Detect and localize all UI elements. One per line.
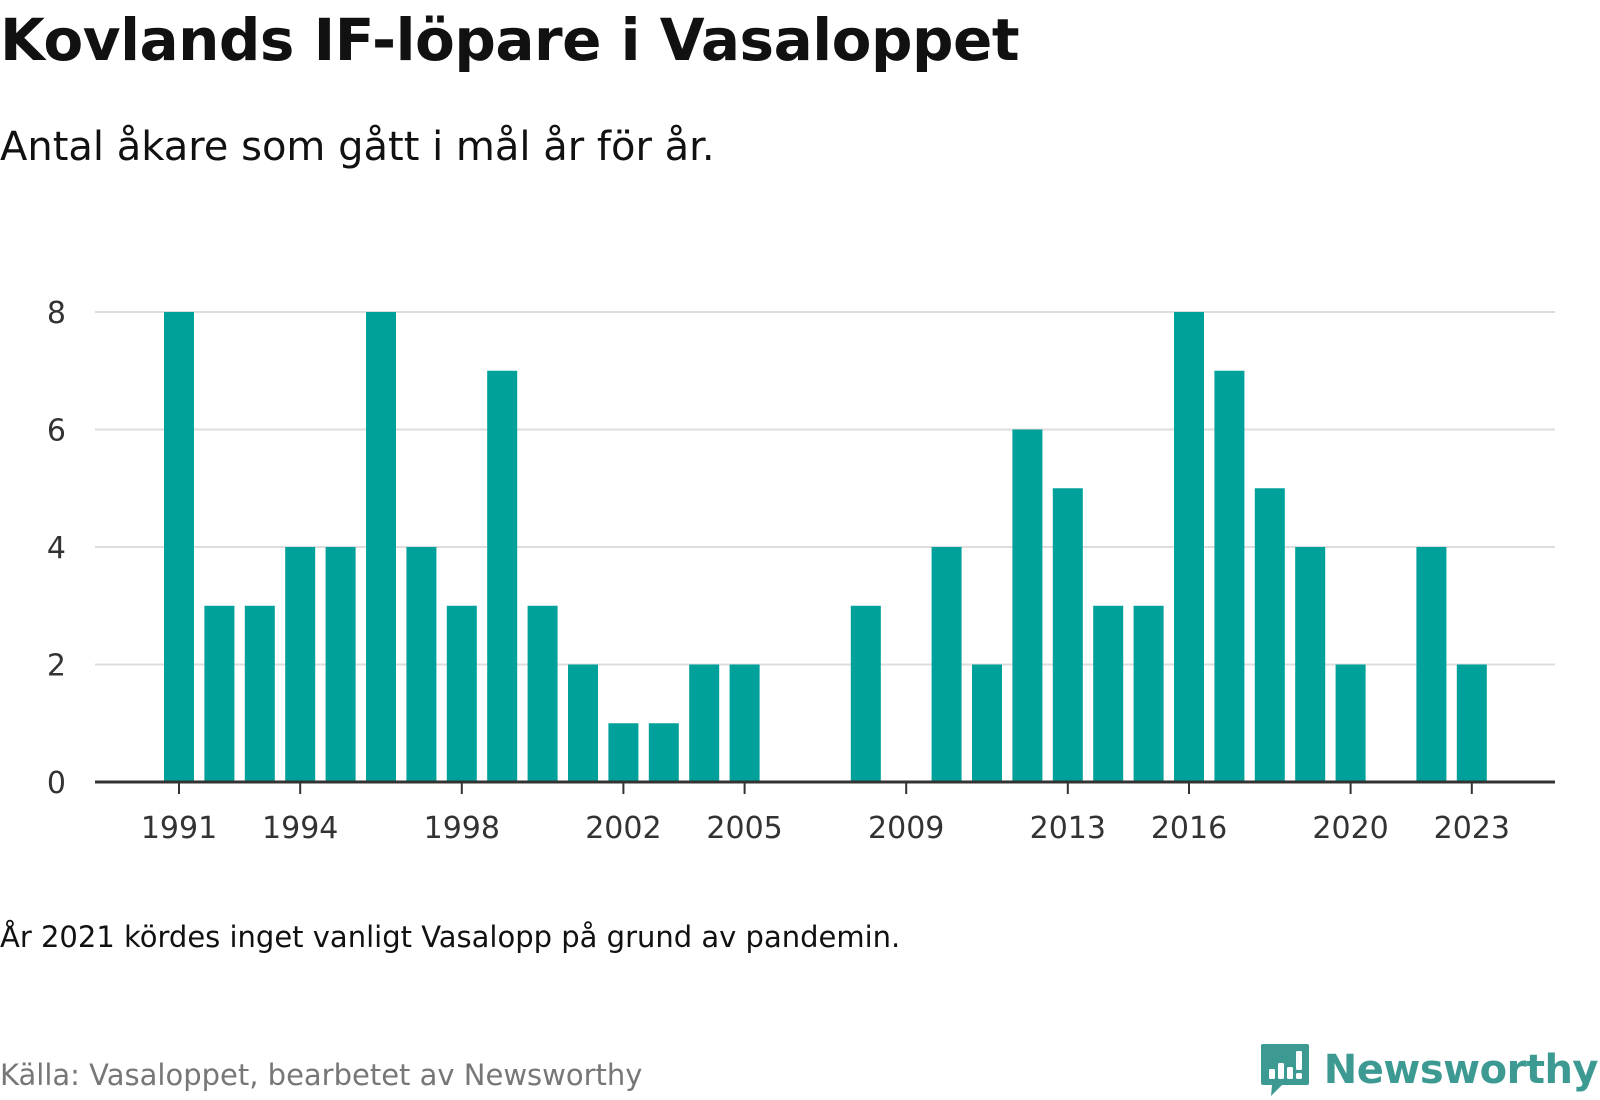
x-tick-label: 1998 bbox=[424, 811, 500, 846]
bar-2015 bbox=[1133, 605, 1164, 782]
bar-chart: 0 2 4 6 8 1991 1994 1998 2002 2005 2009 2013 2016 20… bbox=[47, 296, 1555, 846]
footnote: År 2021 kördes inget vanligt Vasalopp på… bbox=[0, 920, 901, 954]
x-tick-label: 2005 bbox=[706, 811, 782, 846]
bar-1994 bbox=[285, 547, 316, 782]
bar-1995 bbox=[325, 547, 356, 782]
chart-title: Kovlands IF-löpare i Vasaloppet bbox=[0, 6, 1020, 74]
bar-2022 bbox=[1416, 547, 1447, 782]
bar-2011 bbox=[972, 664, 1002, 782]
bar-2014 bbox=[1093, 605, 1124, 782]
bar-2000 bbox=[527, 605, 558, 782]
x-tick-label: 2002 bbox=[585, 811, 661, 846]
x-tick-label: 2013 bbox=[1030, 811, 1106, 846]
bar-1997 bbox=[406, 547, 437, 782]
bar-2019 bbox=[1295, 547, 1326, 782]
bar-2020 bbox=[1335, 664, 1366, 782]
bar-2023 bbox=[1456, 664, 1487, 782]
y-axis-labels: 0 2 4 6 8 bbox=[47, 296, 66, 801]
bar-2004 bbox=[689, 664, 720, 782]
bar-2005 bbox=[729, 664, 760, 782]
bar-2001 bbox=[568, 664, 598, 782]
y-tick-label: 6 bbox=[47, 414, 66, 449]
x-tick-label: 2009 bbox=[868, 811, 944, 846]
x-tick-label: 2020 bbox=[1312, 811, 1388, 846]
y-tick-label: 2 bbox=[47, 649, 66, 684]
newsworthy-logo-icon bbox=[1260, 1044, 1309, 1096]
chart-subtitle: Antal åkare som gått i mål år för år. bbox=[0, 124, 715, 170]
source-credit: Källa: Vasaloppet, bearbetet av Newswort… bbox=[0, 1058, 643, 1092]
bar-2010 bbox=[931, 547, 962, 782]
y-tick-label: 8 bbox=[47, 296, 66, 331]
brand-logo[interactable]: Newsworthy bbox=[1260, 1042, 1599, 1098]
x-tick-label: 1994 bbox=[262, 811, 338, 846]
bar-2003 bbox=[648, 723, 679, 782]
bar-2018 bbox=[1254, 488, 1285, 782]
x-tick-label: 2016 bbox=[1151, 811, 1227, 846]
bar-1992 bbox=[204, 605, 235, 782]
y-tick-label: 0 bbox=[47, 766, 66, 801]
bar-2016 bbox=[1174, 312, 1204, 782]
x-tick-label: 1991 bbox=[141, 811, 217, 846]
bar-2008 bbox=[850, 605, 881, 782]
x-tick-label: 2023 bbox=[1434, 811, 1510, 846]
bar-2002 bbox=[608, 723, 639, 782]
bar-2012 bbox=[1012, 429, 1043, 782]
x-axis bbox=[95, 780, 1555, 794]
bar-1991 bbox=[164, 312, 194, 782]
y-tick-label: 4 bbox=[47, 531, 66, 566]
bar-1999 bbox=[487, 370, 518, 782]
bars bbox=[164, 312, 1487, 782]
brand-name: Newsworthy bbox=[1323, 1047, 1599, 1093]
bar-2013 bbox=[1052, 488, 1083, 782]
x-axis-labels: 1991 1994 1998 2002 2005 2009 2013 2016 2020 2023 bbox=[141, 811, 1510, 846]
bar-1996 bbox=[366, 312, 396, 782]
bar-2017 bbox=[1214, 370, 1245, 782]
bar-1998 bbox=[446, 605, 477, 782]
bar-1993 bbox=[244, 605, 275, 782]
